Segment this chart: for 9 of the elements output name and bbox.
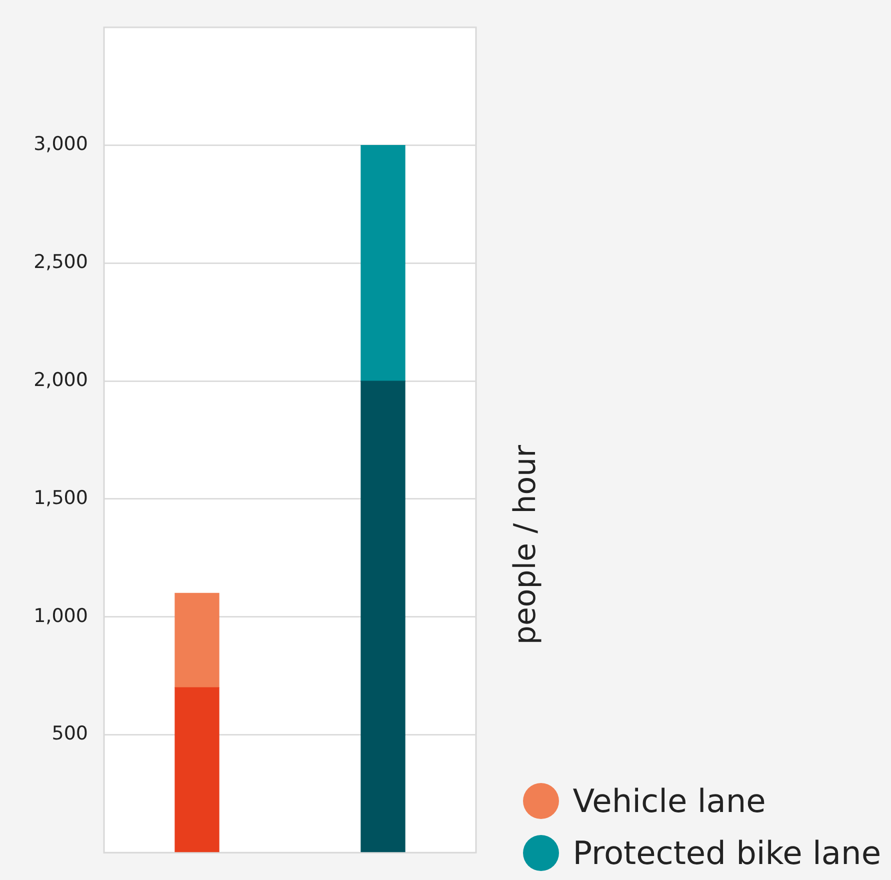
legend-label: Vehicle lane	[572, 782, 766, 820]
legend-label: Protected bike lane	[572, 834, 881, 872]
y-tick-label: 2,500	[34, 251, 88, 274]
y-tick-label: 500	[52, 722, 88, 745]
y-tick-label: 3,000	[34, 133, 88, 156]
y-tick-label: 1,000	[34, 604, 88, 627]
y-tick-label: 1,500	[34, 486, 88, 509]
y-tick-label: 2,000	[34, 368, 88, 391]
y-axis-title: people / hour	[508, 445, 542, 645]
